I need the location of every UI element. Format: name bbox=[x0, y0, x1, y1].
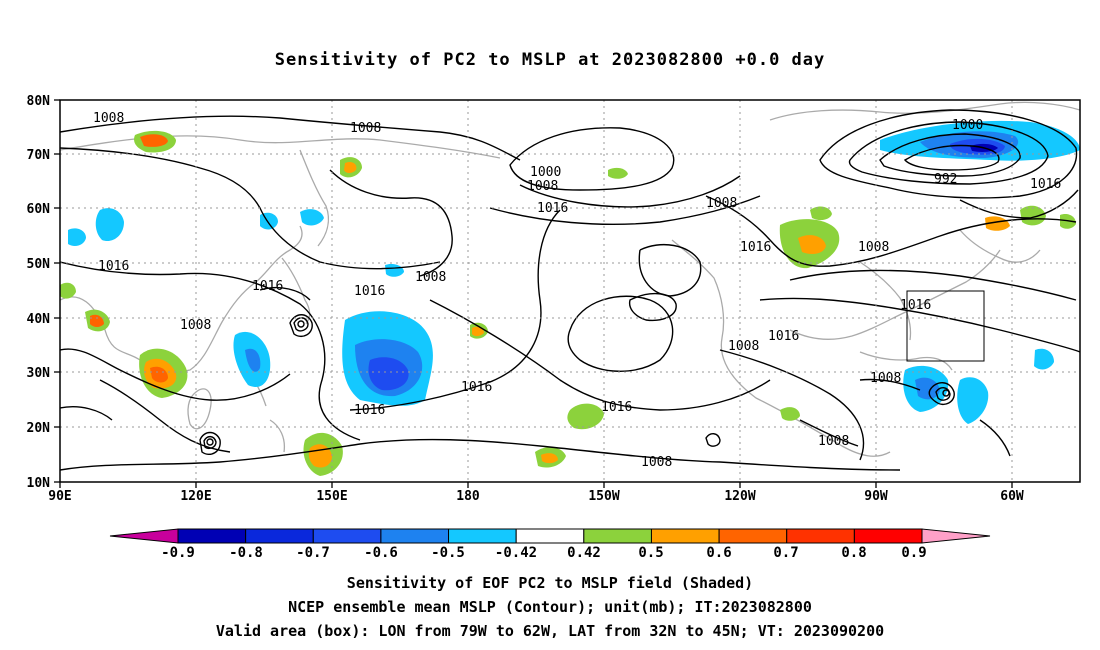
contour-label: 1008 bbox=[706, 196, 737, 211]
lat-label: 60N bbox=[27, 202, 51, 217]
colorbar-label: 0.7 bbox=[773, 545, 798, 561]
colorbar-label: -0.9 bbox=[161, 545, 195, 561]
caption-line-3: Valid area (box): LON from 79W to 62W, L… bbox=[215, 622, 885, 640]
lon-label: 90E bbox=[48, 489, 71, 504]
contour-label: 1008 bbox=[870, 371, 901, 386]
colorbar-label: 0.6 bbox=[706, 545, 731, 561]
contour-label: 1016 bbox=[601, 400, 632, 415]
colorbar-label: -0.42 bbox=[495, 545, 537, 561]
contour-label: 1016 bbox=[900, 298, 931, 313]
colorbar-label: -0.5 bbox=[431, 545, 465, 561]
lat-label: 40N bbox=[27, 312, 51, 327]
lat-label: 10N bbox=[27, 476, 51, 491]
colorbar-label: -0.7 bbox=[296, 545, 330, 561]
colorbar-cell bbox=[853, 528, 923, 544]
colorbar-cell bbox=[448, 528, 517, 544]
contour-label: 1008 bbox=[415, 270, 446, 285]
contour-label: 1016 bbox=[354, 284, 385, 299]
contour-label: 1016 bbox=[98, 259, 129, 274]
colorbar-cell bbox=[650, 528, 720, 544]
contour-label: 1016 bbox=[461, 380, 492, 395]
contour-labels: 1008 1008 1000 1008 1016 1008 1000 992 1… bbox=[93, 111, 1061, 470]
colorbar-label: -0.6 bbox=[364, 545, 398, 561]
caption-line-1: Sensitivity of EOF PC2 to MSLP field (Sh… bbox=[346, 574, 754, 592]
contour-label: 1000 bbox=[530, 165, 561, 180]
colorbar-labels: -0.9 -0.8 -0.7 -0.6 -0.5 -0.42 0.42 0.5 … bbox=[161, 545, 927, 561]
colorbar-cell bbox=[380, 528, 450, 544]
graticule bbox=[60, 100, 1080, 482]
colorbar-cell bbox=[786, 528, 855, 544]
lon-label: 150W bbox=[588, 489, 619, 504]
longitude-labels: 90E 120E 150E 180 150W 120W 90W 60W bbox=[48, 489, 1024, 504]
colorbar-cell bbox=[515, 528, 585, 544]
contour-label: 992 bbox=[934, 172, 957, 187]
mslp-contours bbox=[60, 109, 1080, 471]
contour-label: 1016 bbox=[768, 329, 799, 344]
contour-label: 1008 bbox=[93, 111, 124, 126]
map-area: 1008 1008 1000 1008 1016 1008 1000 992 1… bbox=[60, 100, 1080, 482]
latitude-labels: 80N 70N 60N 50N 40N 30N 20N 10N bbox=[27, 94, 51, 491]
colorbar-label: 0.42 bbox=[567, 545, 601, 561]
contour-label: 1000 bbox=[952, 118, 983, 133]
contour-label: 1008 bbox=[728, 339, 759, 354]
lon-label: 180 bbox=[456, 489, 480, 504]
lat-label: 80N bbox=[27, 94, 51, 109]
colorbar-cell bbox=[583, 528, 652, 544]
contour-label: 1016 bbox=[252, 279, 283, 294]
colorbar bbox=[109, 528, 991, 544]
map-frame bbox=[59, 99, 1081, 483]
contour-label: 1008 bbox=[527, 179, 558, 194]
lon-label: 120W bbox=[724, 489, 755, 504]
colorbar-label: 0.8 bbox=[841, 545, 866, 561]
page-title: Sensitivity of PC2 to MSLP at 2023082800… bbox=[274, 50, 826, 70]
lon-label: 120E bbox=[180, 489, 211, 504]
contour-label: 1008 bbox=[641, 455, 672, 470]
lon-label: 90W bbox=[864, 489, 888, 504]
colorbar-cell bbox=[245, 528, 314, 544]
contour-label: 1016 bbox=[537, 201, 568, 216]
lat-label: 20N bbox=[27, 421, 51, 436]
axis-ticks bbox=[54, 99, 1013, 488]
contour-label: 1008 bbox=[180, 318, 211, 333]
colorbar-cell bbox=[177, 528, 247, 544]
lat-label: 70N bbox=[27, 148, 51, 163]
colorbar-cell bbox=[718, 528, 788, 544]
lon-label: 150E bbox=[316, 489, 347, 504]
lat-label: 30N bbox=[27, 366, 51, 381]
lat-label: 50N bbox=[27, 257, 51, 272]
colorbar-label: -0.8 bbox=[229, 545, 263, 561]
contour-label: 1008 bbox=[350, 121, 381, 136]
contour-label: 1016 bbox=[354, 403, 385, 418]
lon-label: 60W bbox=[1000, 489, 1024, 504]
colorbar-label: 0.5 bbox=[638, 545, 663, 561]
contour-label: 1016 bbox=[1030, 177, 1061, 192]
colorbar-arrow-right bbox=[921, 528, 991, 544]
contour-label: 1008 bbox=[858, 240, 889, 255]
contour-label: 1016 bbox=[740, 240, 771, 255]
colorbar-label: 0.9 bbox=[901, 545, 926, 561]
caption-line-2: NCEP ensemble mean MSLP (Contour); unit(… bbox=[288, 598, 812, 616]
colorbar-cell bbox=[312, 528, 382, 544]
valid-area-box bbox=[906, 290, 985, 362]
colorbar-arrow-left bbox=[109, 528, 179, 544]
coastlines bbox=[60, 101, 1080, 457]
contour-label: 1008 bbox=[818, 434, 849, 449]
